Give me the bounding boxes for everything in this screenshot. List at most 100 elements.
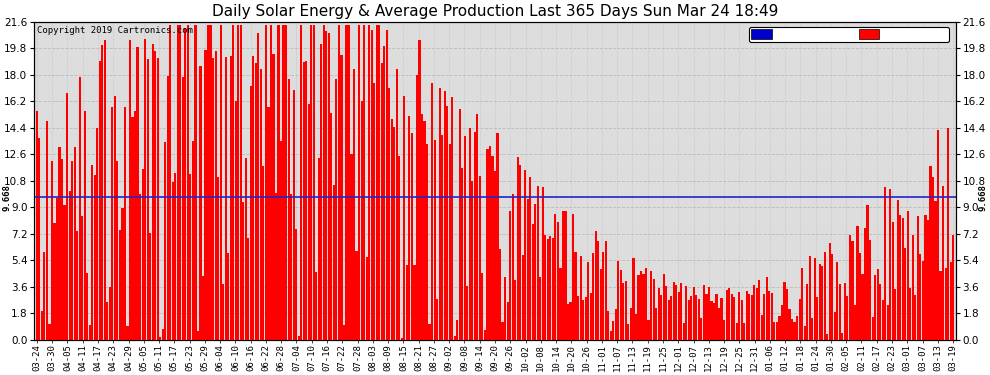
Bar [630,308,632,340]
Bar [726,290,728,340]
Bar [78,77,81,340]
Bar [401,338,403,340]
Bar [262,166,264,340]
Bar [147,58,148,340]
Bar [864,228,866,340]
Bar [688,300,690,340]
Bar [768,291,770,340]
Bar [952,235,954,340]
Bar [739,292,741,340]
Bar [156,58,158,340]
Bar [496,133,499,340]
Bar [41,311,43,340]
Bar [793,322,796,340]
Bar [63,205,65,340]
Bar [623,282,625,340]
Bar [217,177,219,340]
Bar [378,25,380,340]
Bar [215,51,217,340]
Bar [920,254,922,340]
Bar [556,222,559,340]
Bar [386,30,388,340]
Bar [89,325,91,340]
Bar [786,289,788,340]
Bar [502,322,504,340]
Bar [111,107,114,340]
Bar [667,300,670,340]
Bar [139,194,142,340]
Bar [834,312,836,340]
Bar [94,176,96,340]
Bar [871,317,873,340]
Bar [370,30,372,340]
Bar [683,323,685,340]
Bar [471,181,473,340]
Bar [99,61,101,340]
Bar [650,271,652,340]
Bar [341,56,343,340]
Bar [313,25,315,340]
Bar [876,269,879,340]
Bar [491,156,494,340]
Bar [391,119,393,340]
Bar [579,256,582,340]
Bar [145,39,147,340]
Bar [620,270,622,340]
Bar [149,233,151,340]
Bar [96,128,98,340]
Bar [68,191,70,340]
Bar [365,258,367,340]
Bar [708,286,710,340]
Bar [672,282,675,340]
Bar [881,300,884,340]
Bar [358,25,360,340]
Bar [305,60,307,340]
Bar [39,138,41,340]
Bar [610,331,612,340]
Bar [698,299,700,340]
Bar [398,156,400,340]
Bar [328,33,330,340]
Bar [856,226,858,340]
Bar [843,283,845,340]
Bar [590,293,592,340]
Bar [527,199,529,340]
Bar [171,182,174,340]
Bar [567,304,569,340]
Bar [612,321,615,340]
Bar [542,187,544,340]
Bar [917,216,919,340]
Bar [551,238,554,340]
Bar [690,296,692,340]
Bar [569,302,571,340]
Bar [277,25,279,340]
Bar [117,161,119,340]
Bar [577,297,579,340]
Bar [615,309,617,340]
Bar [83,111,86,340]
Bar [625,281,627,340]
Bar [618,261,620,340]
Bar [809,256,811,340]
Bar [109,287,111,340]
Bar [574,252,576,340]
Bar [783,282,785,340]
Bar [644,268,647,340]
Bar [347,25,350,340]
Bar [640,271,643,340]
Bar [537,186,539,340]
Bar [419,40,421,340]
Bar [597,241,599,340]
Bar [607,311,609,340]
Bar [199,66,202,340]
Bar [174,173,176,340]
Bar [791,320,793,340]
Bar [489,146,491,340]
Bar [695,295,697,340]
Bar [887,304,889,340]
Bar [600,269,602,340]
Bar [693,287,695,340]
Bar [220,25,222,340]
Bar [842,333,843,340]
Bar [132,117,134,340]
